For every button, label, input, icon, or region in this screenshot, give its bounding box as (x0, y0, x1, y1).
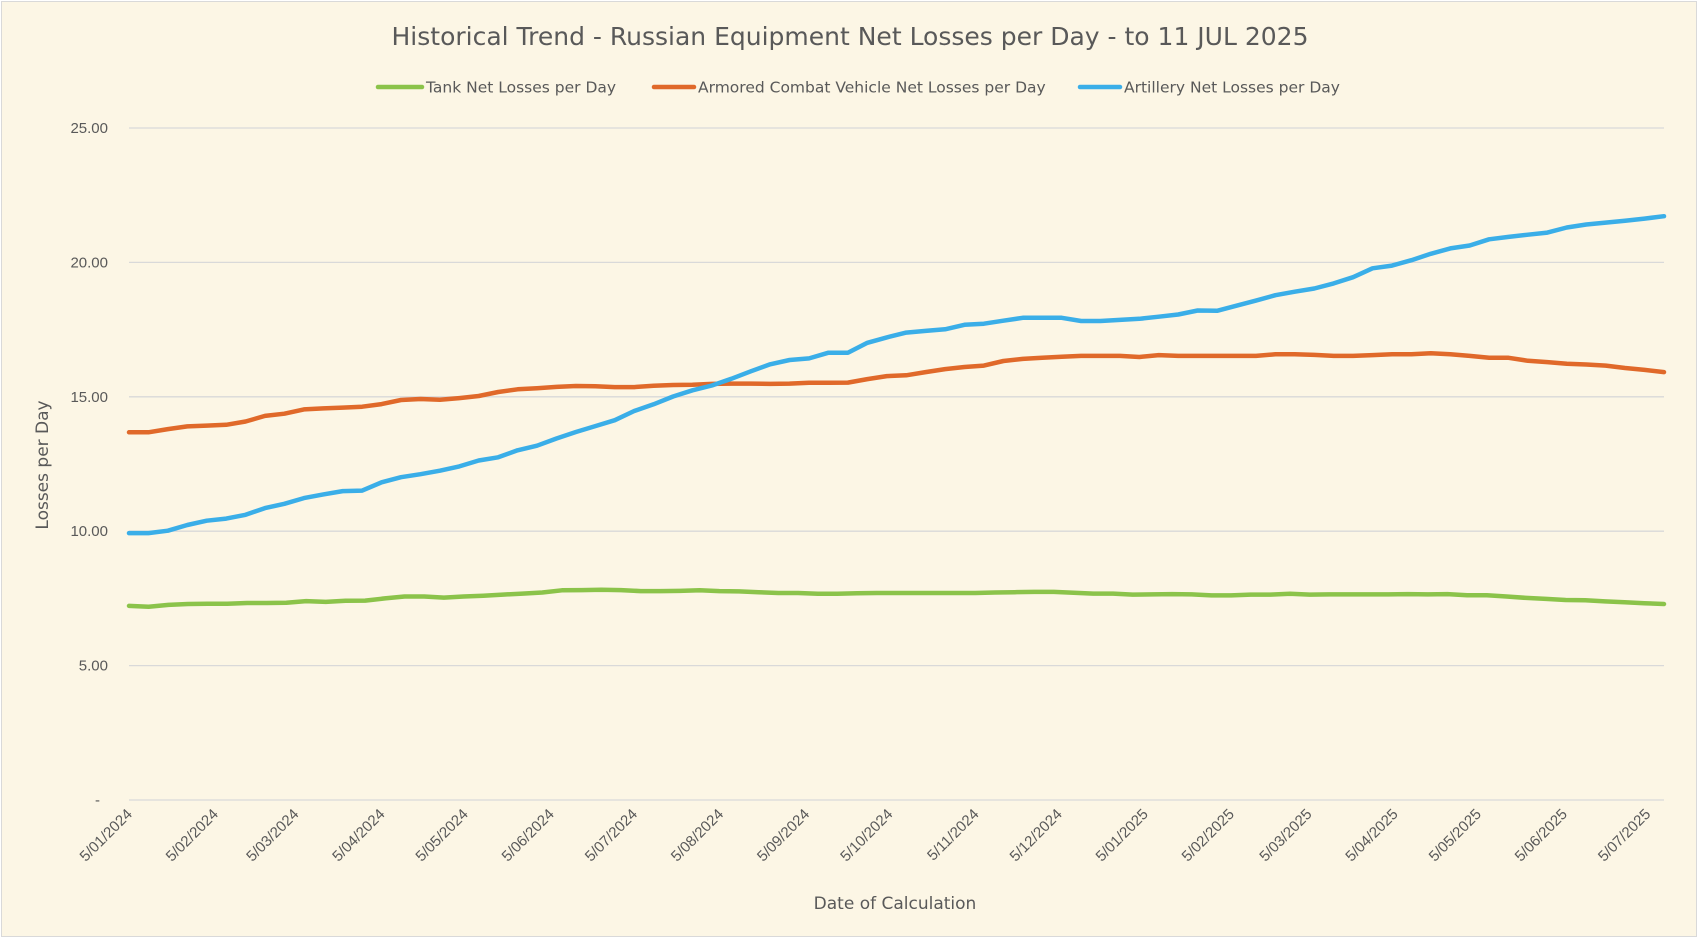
x-tick-label: 5/04/2024 (329, 806, 388, 865)
x-axis-title: Date of Calculation (814, 894, 977, 914)
x-tick-label: 5/04/2025 (1342, 806, 1401, 865)
x-tick-label: 5/02/2024 (163, 806, 222, 865)
x-axis-ticks: 5/01/2024 5/02/2024 5/03/2024 5/04/2024 5/05… (77, 806, 1655, 865)
series-line-artillery (126, 213, 1667, 536)
legend: Tank Net Losses per Day Armored Combat V… (375, 79, 1340, 97)
x-tick-label: 5/01/2025 (1093, 806, 1152, 865)
x-tick-label: 5/07/2024 (582, 806, 641, 865)
x-tick-label: 5/03/2025 (1256, 806, 1315, 865)
y-axis-ticks: - 5.00 10.00 15.00 20.00 25.00 (70, 120, 108, 809)
x-tick-label: 5/09/2024 (754, 806, 813, 865)
chart-title: Historical Trend - Russian Equipment Net… (392, 22, 1309, 51)
y-tick-label: 10.00 (70, 523, 108, 540)
legend-entry-artillery: Artillery Net Losses per Day (1077, 79, 1340, 97)
series-line-acv (126, 351, 1667, 435)
x-tick-label: 5/05/2025 (1426, 806, 1485, 865)
series-lines (126, 213, 1667, 609)
x-tick-label: 5/07/2025 (1595, 806, 1654, 865)
x-tick-label: 5/06/2024 (499, 806, 558, 865)
y-tick-label: 5.00 (79, 658, 108, 675)
x-tick-label: 5/02/2025 (1179, 806, 1238, 865)
x-tick-label: 5/11/2024 (924, 806, 982, 864)
x-tick-label: 5/03/2024 (243, 806, 302, 865)
x-tick-label: 5/05/2024 (412, 806, 471, 865)
x-tick-label: 5/12/2024 (1007, 806, 1066, 865)
y-axis-title: Losses per Day (33, 400, 53, 529)
y-tick-label: 20.00 (70, 254, 108, 271)
legend-label-tank: Tank Net Losses per Day (425, 79, 616, 97)
y-tick-label: - (95, 792, 100, 809)
legend-entry-acv: Armored Combat Vehicle Net Losses per Da… (651, 79, 1046, 97)
x-tick-label: 5/10/2024 (837, 806, 896, 865)
legend-entry-tank: Tank Net Losses per Day (375, 79, 616, 97)
series-line-tank (126, 587, 1667, 609)
legend-label-artillery: Artillery Net Losses per Day (1124, 79, 1340, 97)
legend-label-acv: Armored Combat Vehicle Net Losses per Da… (698, 79, 1046, 97)
x-tick-label: 5/01/2024 (77, 806, 136, 865)
y-tick-label: 15.00 (70, 389, 108, 406)
gridlines (129, 127, 1664, 801)
x-tick-label: 5/06/2025 (1512, 806, 1571, 865)
x-tick-label: 5/08/2024 (668, 806, 727, 865)
y-tick-label: 25.00 (70, 120, 108, 137)
